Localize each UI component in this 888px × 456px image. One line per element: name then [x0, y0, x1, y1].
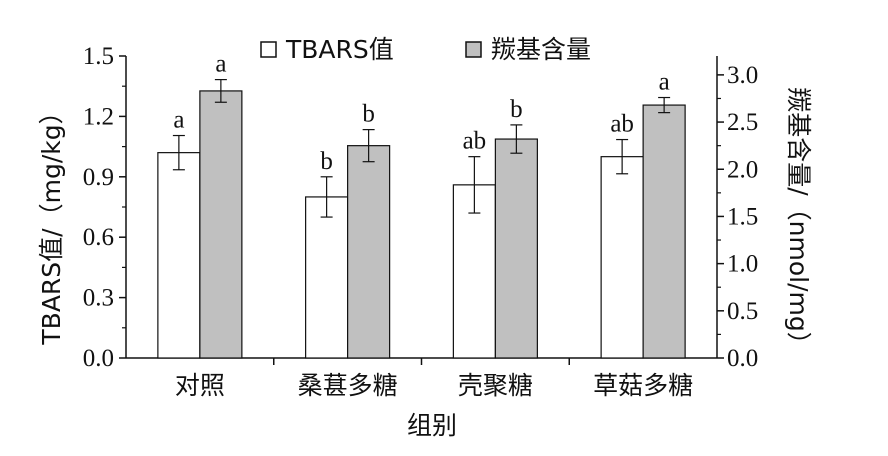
bar-tbars — [600, 156, 644, 359]
y-tick-label-right: 3.0 — [727, 62, 758, 89]
legend-label-tbars: TBARS值 — [285, 35, 394, 64]
y-axis-title-right: 羰基含量/（nmol/mg） — [784, 87, 813, 357]
x-tick-label: 对照 — [175, 371, 225, 400]
bar-carbonyl — [494, 138, 538, 359]
x-tick-label: 壳聚糖 — [458, 371, 533, 400]
y-axis-title-left: TBARS值/（mg/kg） — [37, 99, 66, 345]
plot-area: 0.0 0.3 0.6 0.9 1.2 1.5 0.0 0.5 1.0 1.5 2.0 2.5 3.0 对… — [83, 43, 759, 400]
y-tick-label-left: 1.5 — [83, 43, 114, 70]
bar-tbars — [305, 196, 349, 359]
significance-label: b — [362, 101, 375, 128]
significance-label: a — [215, 51, 226, 78]
significance-label: a — [173, 107, 184, 134]
bar-carbonyl — [199, 90, 243, 359]
y-tick-label-right: 1.5 — [727, 203, 758, 230]
bar-carbonyl — [642, 104, 686, 359]
y-tick-label-left: 1.2 — [83, 103, 114, 130]
y-tick-label-right: 0.0 — [727, 345, 758, 372]
x-axis-title: 组别 — [407, 411, 457, 440]
significance-label: ab — [610, 111, 634, 138]
y-tick-label-left: 0.3 — [83, 285, 114, 312]
significance-label: ab — [463, 128, 487, 155]
y-tick-label-left: 0.6 — [83, 224, 114, 251]
bar-carbonyl — [347, 145, 391, 359]
significance-label: b — [320, 148, 333, 175]
y-tick-label-right: 1.0 — [727, 251, 758, 278]
y-tick-label-left: 0.0 — [83, 345, 114, 372]
bar-tbars — [157, 152, 201, 359]
y-tick-label-right: 0.5 — [727, 298, 758, 325]
legend-swatch-carbonyl — [465, 41, 482, 58]
legend: TBARS值 羰基含量 — [260, 35, 591, 64]
legend-swatch-tbars — [260, 41, 277, 58]
x-tick-label: 桑葚多糖 — [298, 371, 398, 400]
significance-label: b — [510, 96, 523, 123]
x-tick-label: 草菇多糖 — [593, 371, 693, 400]
y-tick-label-right: 2.0 — [727, 156, 758, 183]
legend-label-carbonyl: 羰基含量 — [491, 35, 591, 64]
significance-label: a — [659, 69, 670, 96]
y-tick-label-right: 2.5 — [727, 109, 758, 136]
y-tick-label-left: 0.9 — [83, 164, 114, 191]
